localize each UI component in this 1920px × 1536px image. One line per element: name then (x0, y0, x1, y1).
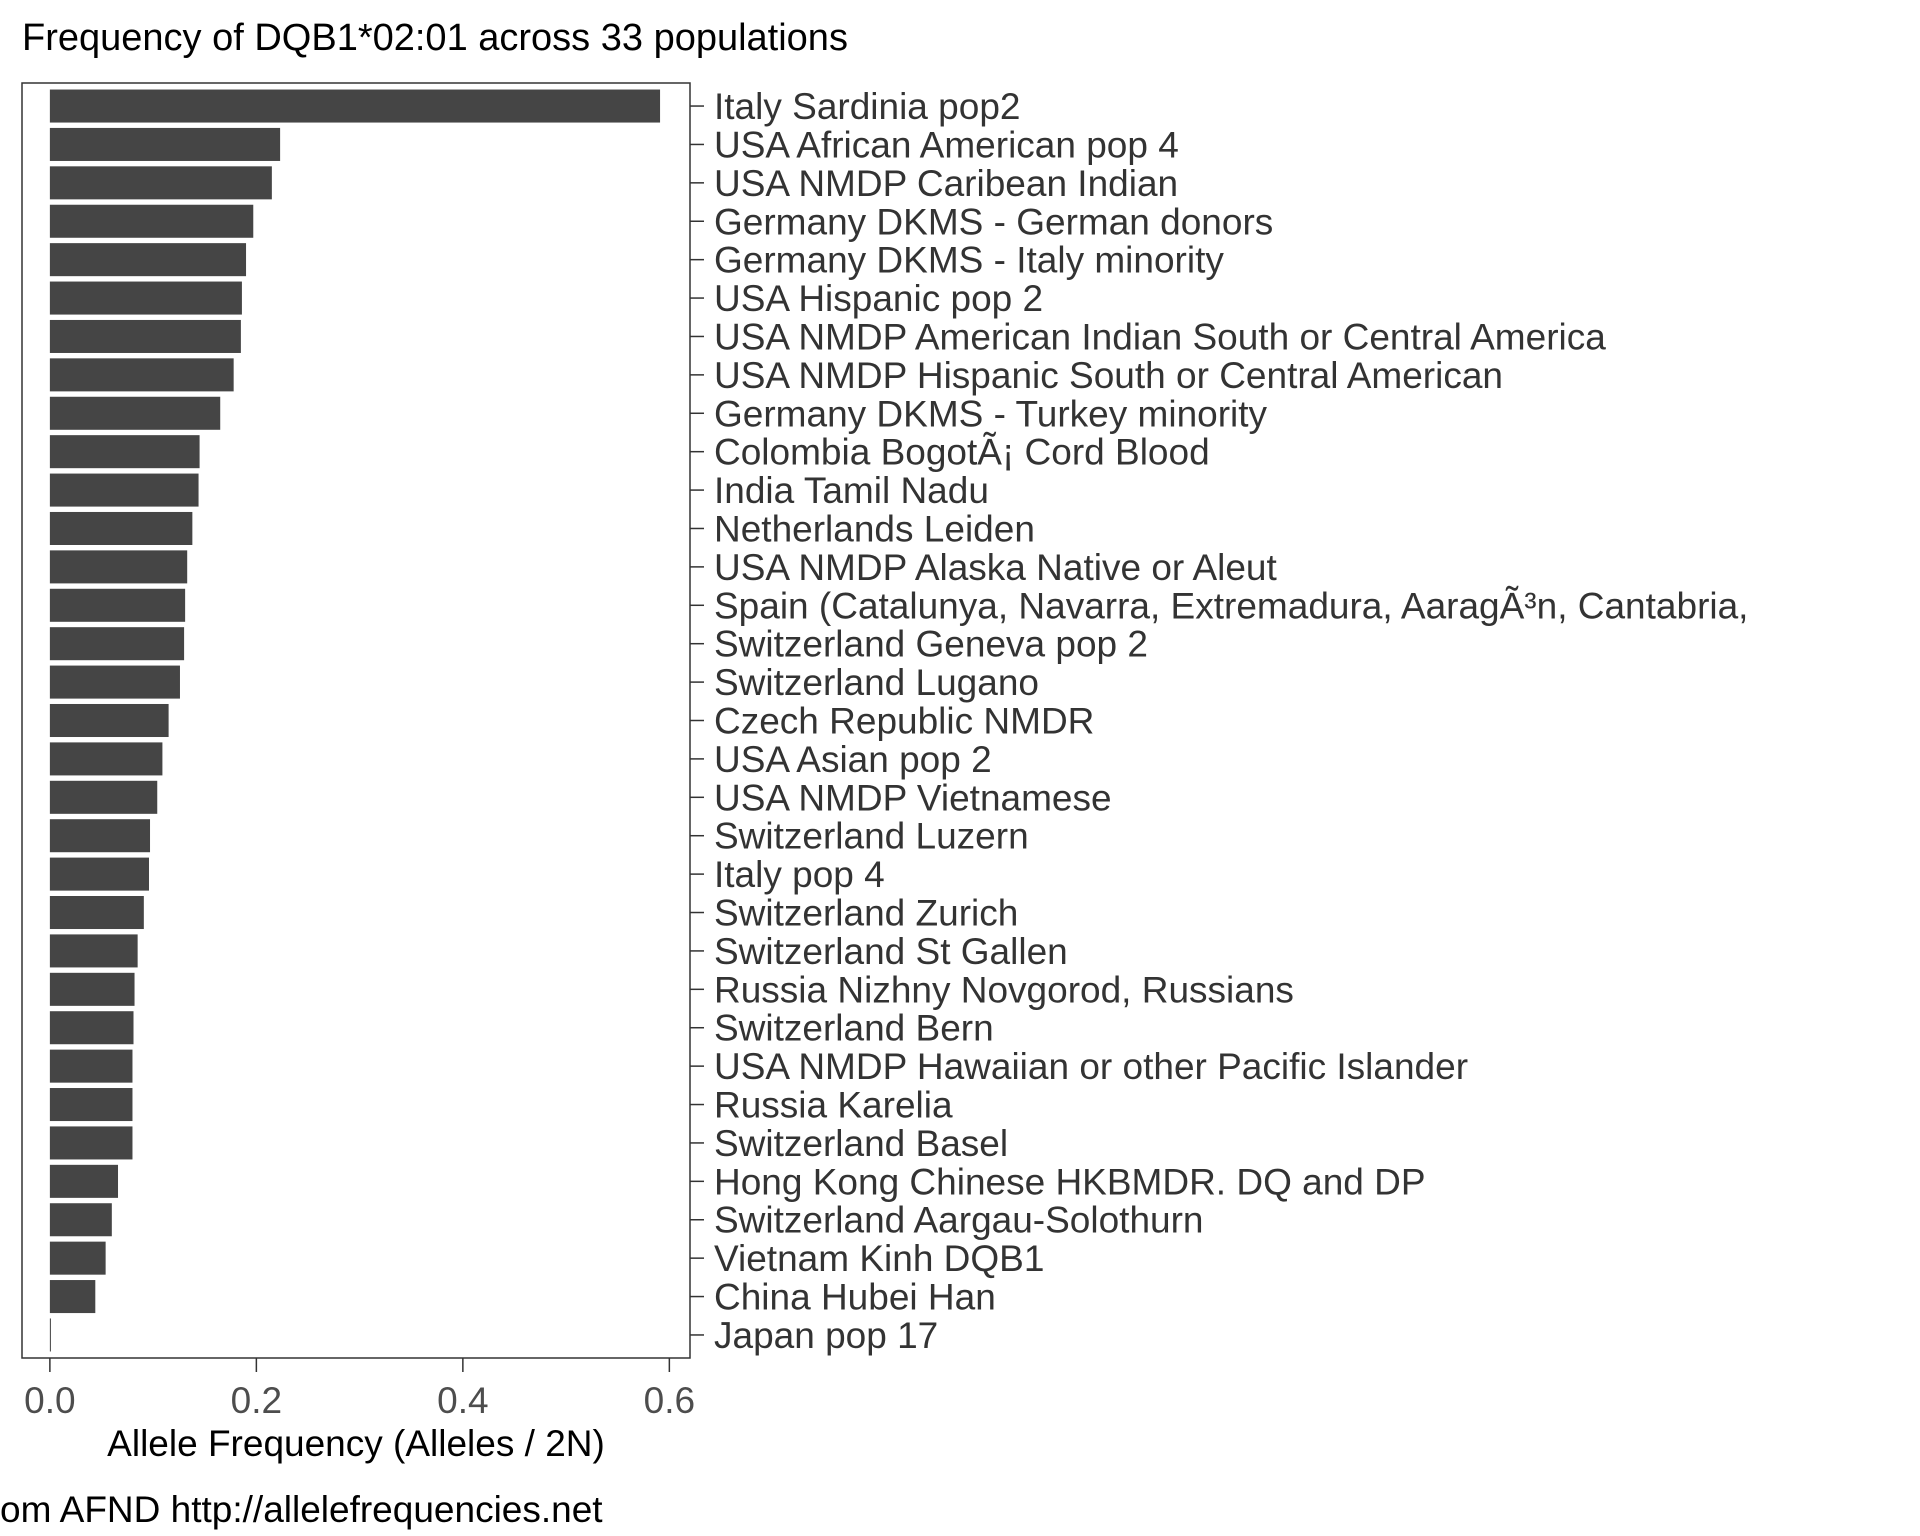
category-label: Switzerland Lugano (714, 662, 1039, 703)
category-label: Japan pop 17 (714, 1315, 938, 1356)
bar (49, 972, 135, 1006)
bar (49, 857, 149, 891)
bar (49, 819, 151, 853)
bar (49, 934, 138, 968)
category-label: Czech Republic NMDR (714, 701, 1094, 742)
category-label: Switzerland Geneva pop 2 (714, 624, 1148, 665)
bar (49, 281, 242, 315)
category-label: Hong Kong Chinese HKBMDR. DQ and DP (714, 1161, 1426, 1202)
category-label: Italy pop 4 (714, 854, 885, 895)
bar (49, 319, 241, 353)
bar (49, 396, 221, 430)
bar (49, 588, 186, 622)
category-label: Vietnam Kinh DQB1 (714, 1238, 1044, 1279)
bar (49, 127, 281, 161)
bar (49, 1318, 51, 1352)
category-label: Italy Sardinia pop2 (714, 86, 1020, 127)
category-label: USA NMDP Hawaiian or other Pacific Islan… (714, 1046, 1468, 1087)
category-label: USA NMDP American Indian South or Centra… (714, 316, 1606, 357)
bar (49, 1241, 106, 1275)
category-label: Switzerland Luzern (714, 816, 1029, 857)
category-label: China Hubei Han (714, 1277, 996, 1318)
category-label: Switzerland Basel (714, 1123, 1008, 1164)
category-label: Russia Nizhny Novgorod, Russians (714, 969, 1294, 1010)
caption: om AFND http://allelefrequencies.net (0, 1489, 603, 1530)
category-label: Spain (Catalunya, Navarra, Extremadura, … (714, 585, 1748, 626)
category-label: Germany DKMS - Turkey minority (714, 393, 1268, 434)
category-label: USA NMDP Alaska Native or Aleut (714, 547, 1278, 588)
bar (49, 473, 199, 507)
bar (49, 780, 158, 814)
x-axis-title: Allele Frequency (Alleles / 2N) (107, 1423, 605, 1464)
category-label: Switzerland Aargau-Solothurn (714, 1200, 1204, 1241)
category-label: Germany DKMS - German donors (714, 201, 1273, 242)
bar (49, 703, 169, 738)
category-label: India Tamil Nadu (714, 470, 989, 511)
category-label: USA NMDP Vietnamese (714, 777, 1112, 818)
category-label: USA NMDP Caribean Indian (714, 163, 1178, 204)
category-label: Germany DKMS - Italy minority (714, 240, 1224, 281)
bar (49, 435, 200, 469)
bar (49, 742, 163, 776)
category-label: USA Asian pop 2 (714, 739, 992, 780)
bar (49, 166, 272, 200)
bar (49, 358, 234, 392)
category-label: Colombia BogotÃ¡ Cord Blood (714, 432, 1210, 473)
bar (49, 1088, 133, 1122)
bar (49, 627, 185, 661)
bar (49, 243, 247, 277)
bar (49, 1126, 133, 1160)
category-label: USA Hispanic pop 2 (714, 278, 1043, 319)
category-label: Netherlands Leiden (714, 508, 1035, 549)
category-label: Switzerland St Gallen (714, 931, 1068, 972)
x-tick-label: 0.4 (437, 1380, 488, 1421)
category-label: USA African American pop 4 (714, 124, 1179, 165)
bar (49, 1011, 134, 1045)
bars (49, 89, 661, 1352)
bar (49, 1203, 112, 1237)
bar (49, 550, 188, 584)
category-label: Switzerland Bern (714, 1008, 994, 1049)
bar (49, 511, 193, 545)
bar (49, 89, 661, 123)
x-tick-label: 0.6 (644, 1380, 695, 1421)
bar (49, 204, 254, 238)
category-label: Switzerland Zurich (714, 893, 1018, 934)
x-axis: 0.0 0.2 0.4 0.6 (24, 1358, 695, 1421)
x-tick-label: 0.2 (231, 1380, 282, 1421)
bar (49, 665, 180, 699)
bar (49, 1049, 133, 1083)
bar (49, 1164, 119, 1198)
category-label: Russia Karelia (714, 1085, 953, 1126)
chart-title: Frequency of DQB1*02:01 across 33 popula… (22, 17, 848, 59)
bar (49, 896, 144, 930)
x-tick-label: 0.0 (24, 1380, 75, 1421)
category-label: USA NMDP Hispanic South or Central Ameri… (714, 355, 1503, 396)
bar (49, 1280, 96, 1314)
